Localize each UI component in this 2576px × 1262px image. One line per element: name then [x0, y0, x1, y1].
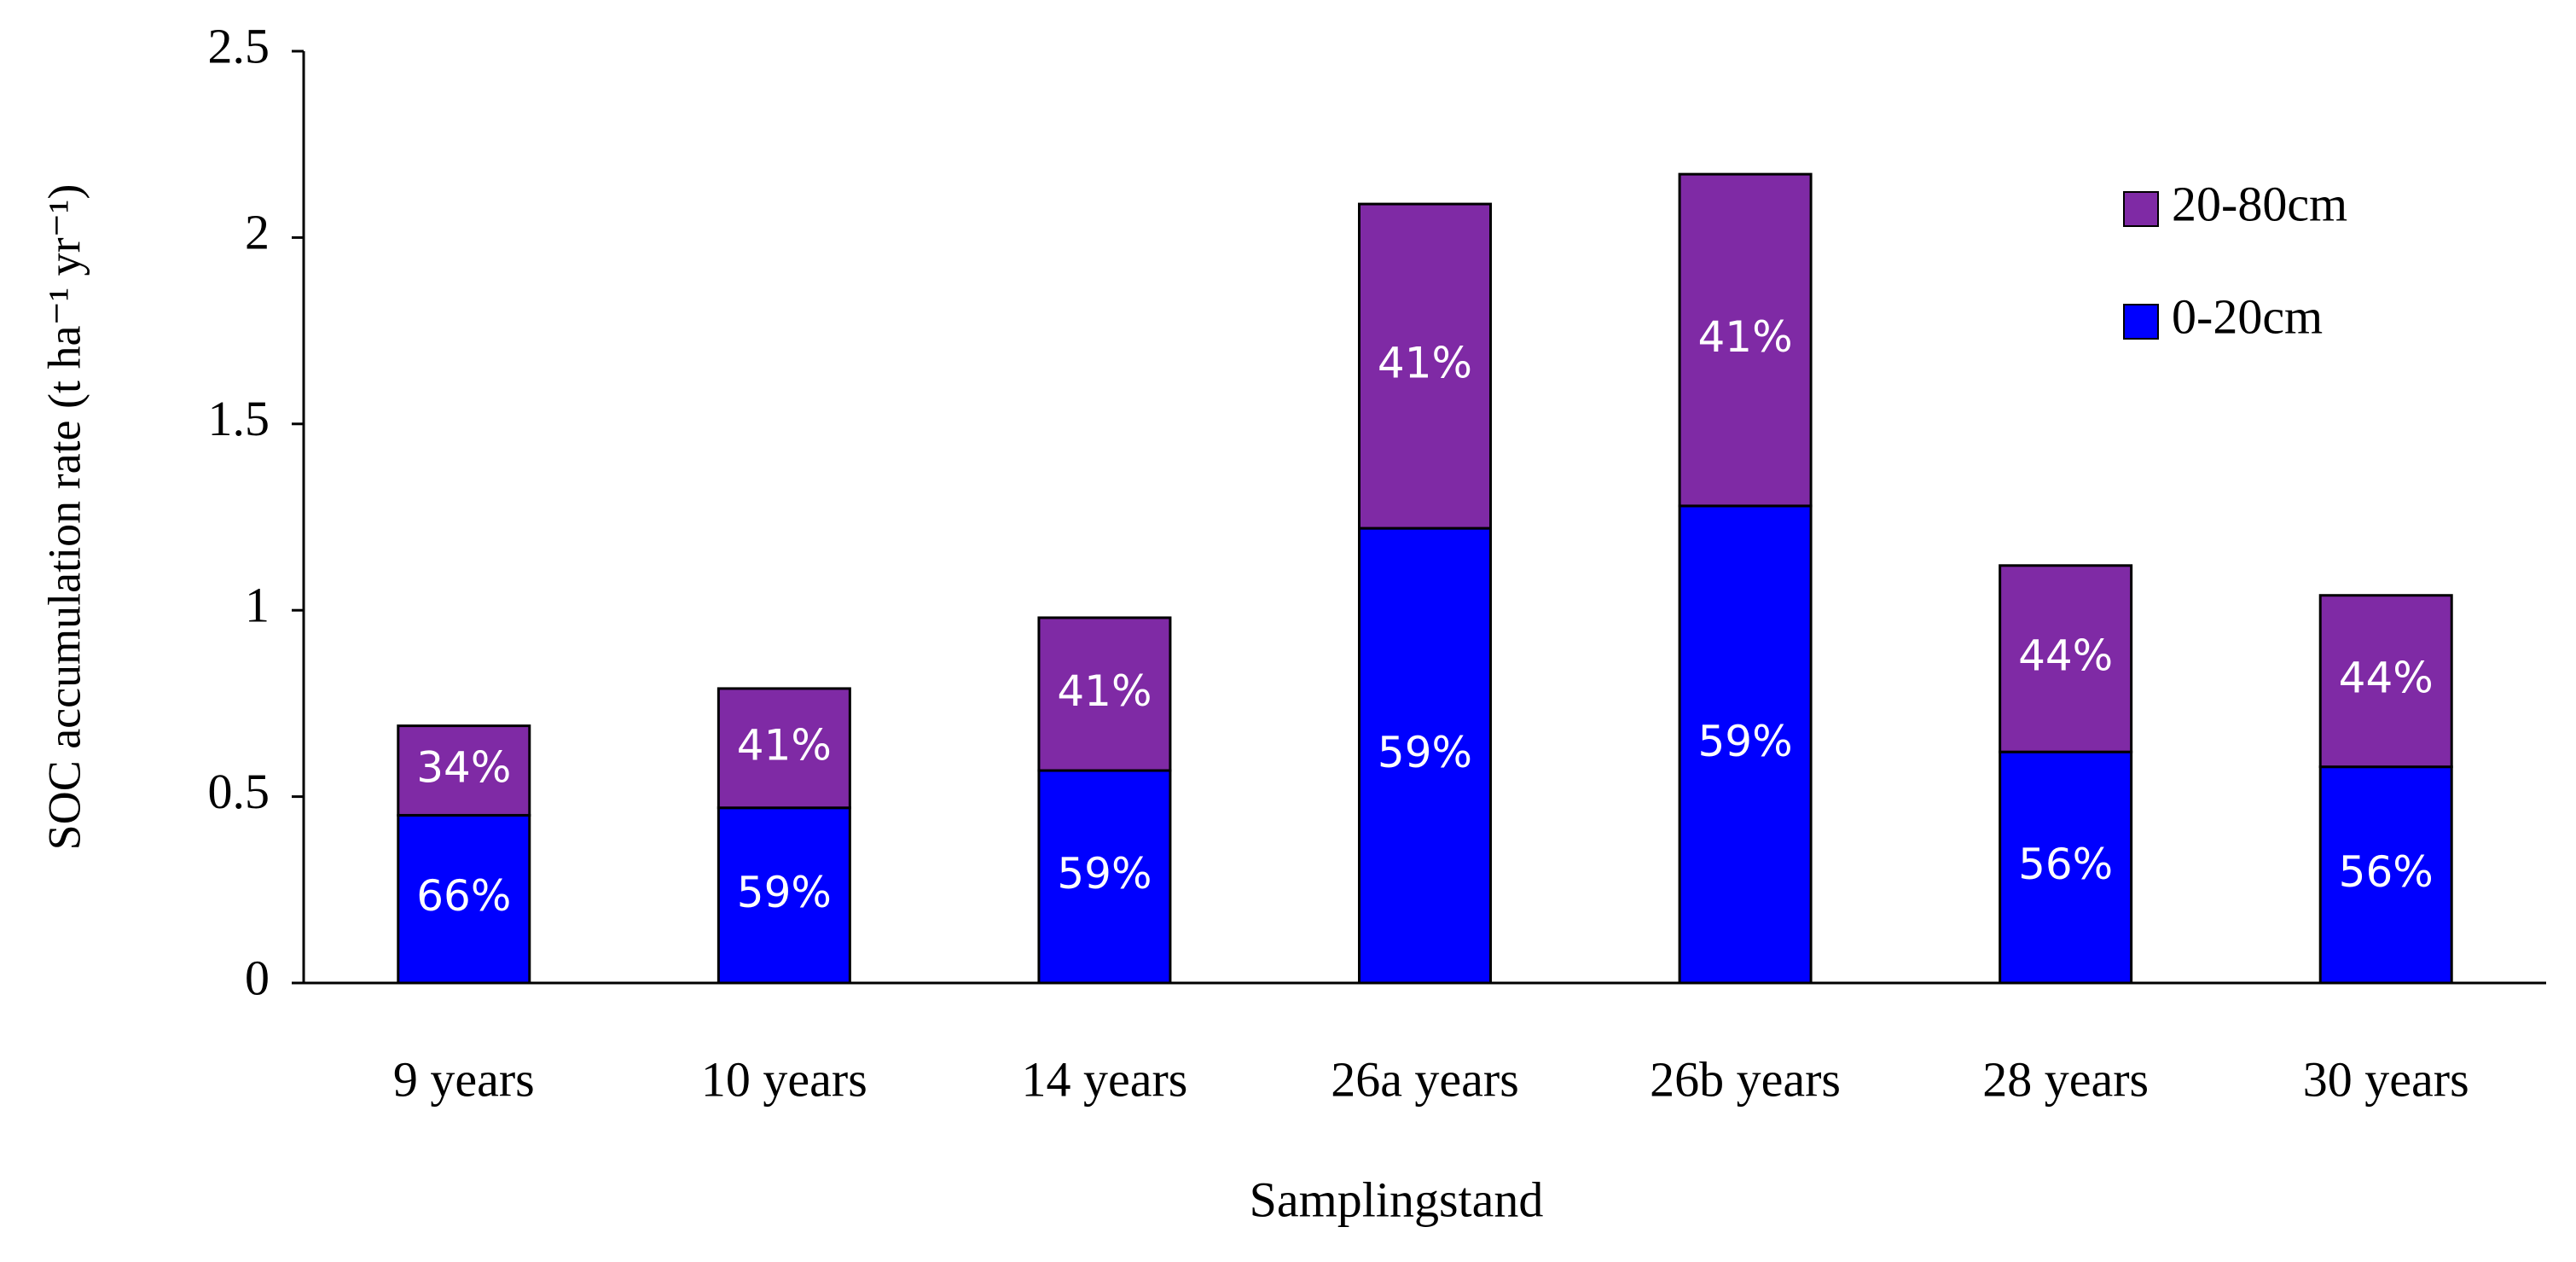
x-tick-label: 14 years: [1021, 1051, 1187, 1107]
value-label: 44%: [2018, 631, 2113, 680]
value-label: 66%: [416, 871, 511, 921]
bar-segment: [2318, 594, 2453, 769]
y-tick-label: 2.5: [208, 18, 270, 73]
bar-segment: [1999, 564, 2133, 753]
value-label: 44%: [2339, 654, 2434, 703]
x-tick-label: 30 years: [2303, 1051, 2469, 1107]
y-tick-label: 2: [245, 205, 270, 260]
bar-segment: [717, 687, 851, 810]
y-tick-label: 0.5: [208, 764, 270, 819]
y-tick-label: 0: [245, 950, 270, 1005]
x-tick-label: 26a years: [1331, 1051, 1519, 1107]
legend-label: 20-80cm: [2172, 176, 2347, 231]
bar-segment: [717, 806, 851, 985]
y-tick-label: 1: [245, 578, 270, 633]
legend-swatch: [2123, 191, 2159, 227]
x-tick-label: 28 years: [1982, 1051, 2149, 1107]
bar-segment: [1037, 769, 1172, 985]
value-label: 56%: [2339, 847, 2434, 897]
bar-segment: [1999, 750, 2133, 985]
y-tick-label: 1.5: [208, 391, 270, 446]
x-tick-label: 9 years: [393, 1051, 535, 1107]
value-label: 56%: [2018, 840, 2113, 889]
value-label: 59%: [1057, 849, 1152, 899]
value-label: 34%: [416, 743, 511, 793]
x-axis-title: Samplingstand: [1250, 1172, 1544, 1227]
value-label: 59%: [1378, 728, 1472, 777]
value-label: 59%: [1698, 717, 1793, 766]
bar-segment: [397, 813, 531, 985]
value-label: 59%: [737, 868, 832, 917]
legend-label: 0-20cm: [2172, 288, 2323, 344]
legend-swatch: [2123, 304, 2159, 340]
bar-segment: [397, 724, 531, 817]
x-tick-label: 10 years: [701, 1051, 867, 1107]
value-label: 41%: [1698, 312, 1793, 362]
bar-segment: [2318, 765, 2453, 985]
bar-segment: [1358, 202, 1492, 530]
x-tick-label: 26b years: [1650, 1051, 1841, 1107]
bar-segment: [1678, 504, 1813, 985]
bar-segment: [1037, 616, 1172, 772]
value-label: 41%: [737, 720, 832, 770]
value-label: 41%: [1057, 666, 1152, 716]
value-label: 41%: [1378, 339, 1472, 388]
y-axis-title: SOC accumulation rate (t ha⁻¹ yr⁻¹): [38, 184, 90, 851]
bar-segment: [1678, 172, 1813, 508]
